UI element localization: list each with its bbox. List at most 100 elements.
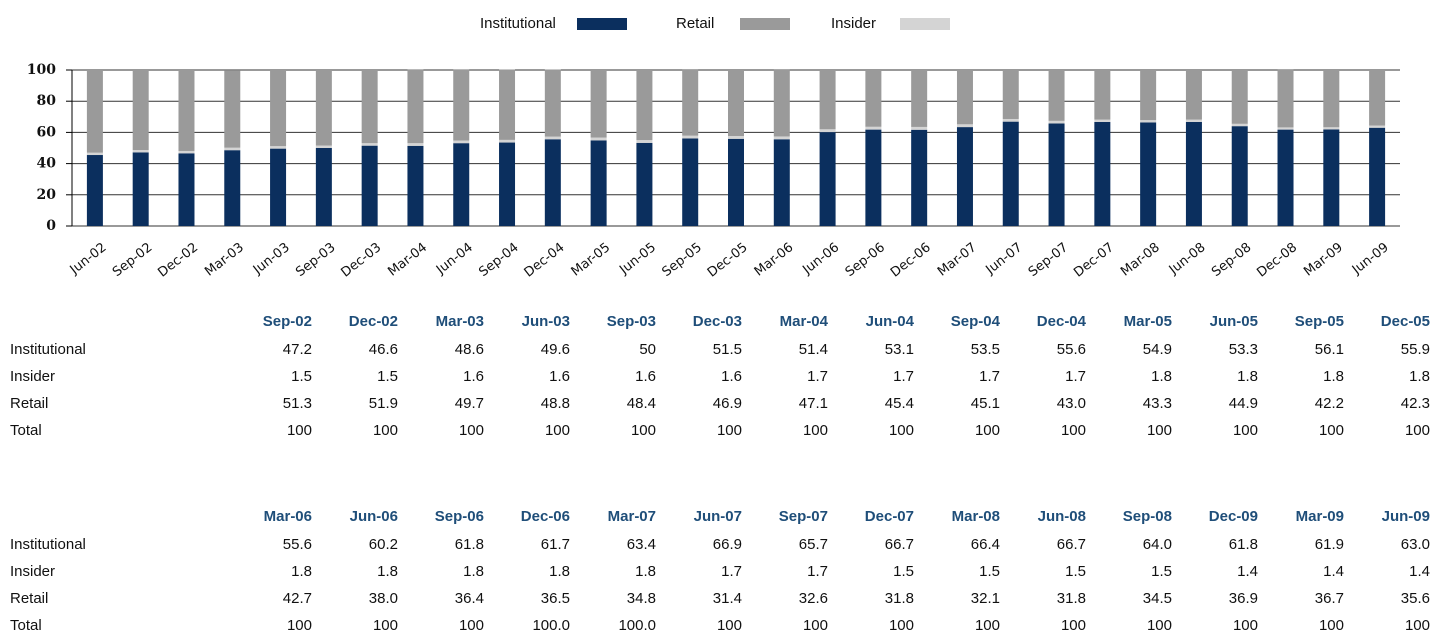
bar-segment [132, 70, 149, 151]
table-cell: 1.6 [549, 368, 570, 385]
column-header: Jun-03 [522, 313, 570, 330]
bar-segment [1369, 127, 1386, 226]
x-tick-label: Dec-03 [338, 240, 384, 280]
bar-segment [1323, 70, 1340, 128]
table-cell: 65.7 [799, 536, 828, 553]
row-label: Retail [10, 590, 48, 607]
table-cell: 1.8 [549, 563, 570, 580]
table-cell: 61.7 [541, 536, 570, 553]
x-tick-label: Sep-07 [1026, 240, 1071, 280]
bar-segment [544, 139, 561, 226]
bar-segment [1277, 69, 1294, 128]
legend-label: Insider [831, 15, 876, 32]
bar-segment [1231, 123, 1248, 127]
column-header: Dec-09 [1209, 508, 1258, 525]
table-cell: 66.7 [885, 536, 914, 553]
table-cell: 66.4 [971, 536, 1000, 553]
table-cell: 56.1 [1315, 341, 1344, 358]
table-cell: 1.7 [1065, 368, 1086, 385]
table-cell: 100 [1233, 617, 1258, 634]
bar-segment [1048, 70, 1065, 121]
column-header: Sep-07 [779, 508, 828, 525]
x-tick-label: Mar-04 [385, 240, 430, 279]
bar-segment [1094, 70, 1111, 120]
table-cell: 100 [889, 617, 914, 634]
column-header: Jun-06 [350, 508, 398, 525]
column-header: Dec-05 [1381, 313, 1430, 330]
table-cell: 36.7 [1315, 590, 1344, 607]
table-cell: 53.5 [971, 341, 1000, 358]
table-cell: 1.7 [721, 563, 742, 580]
x-tick-label: Sep-04 [476, 240, 521, 280]
bar-segment [1002, 70, 1019, 119]
row-label: Total [10, 617, 42, 634]
bar-segment [407, 143, 424, 146]
table-cell: 34.5 [1143, 590, 1172, 607]
table-cell: 100 [717, 422, 742, 439]
table-cell: 49.7 [455, 395, 484, 412]
bar-segment [1323, 127, 1340, 130]
bar-segment [682, 138, 699, 226]
column-header: Sep-06 [435, 508, 484, 525]
table-cell: 44.9 [1229, 395, 1258, 412]
bar-segment [315, 148, 332, 226]
column-header: Sep-05 [1295, 313, 1344, 330]
x-tick-label: Jun-07 [983, 240, 1026, 278]
bar-segment [956, 127, 973, 226]
bar-segment [682, 69, 699, 136]
table-cell: 42.7 [283, 590, 312, 607]
bar-segment [773, 136, 790, 140]
table-cell: 47.2 [283, 341, 312, 358]
table-cell: 48.6 [455, 341, 484, 358]
table-cell: 55.6 [283, 536, 312, 553]
bar-segment [1277, 127, 1294, 130]
x-tick-label: Sep-02 [110, 240, 155, 280]
bar-segment [1369, 125, 1386, 128]
table-cell: 1.4 [1323, 563, 1344, 580]
table-cell: 100 [545, 422, 570, 439]
table-cell: 1.7 [807, 563, 828, 580]
bar-segment [544, 136, 561, 140]
table-cell: 100 [717, 617, 742, 634]
bar-segment [773, 139, 790, 226]
bar-segment [1277, 129, 1294, 226]
table-cell: 100 [459, 422, 484, 439]
x-tick-label: Jun-04 [433, 240, 476, 278]
bar-segment [224, 150, 241, 226]
legend-swatch [577, 18, 627, 30]
table-cell: 36.5 [541, 590, 570, 607]
bar-segment [636, 142, 653, 226]
column-header: Mar-09 [1296, 508, 1344, 525]
table-cell: 1.5 [291, 368, 312, 385]
table-cell: 100 [803, 617, 828, 634]
bar-segment [499, 142, 516, 226]
table-cell: 1.4 [1409, 563, 1430, 580]
table-cell: 55.9 [1401, 341, 1430, 358]
x-tick-label: Mar-03 [202, 240, 247, 279]
legend-swatch [740, 18, 790, 30]
column-header: Dec-04 [1037, 313, 1087, 330]
bar-segment [361, 145, 378, 226]
row-label: Insider [10, 368, 55, 385]
column-header: Sep-08 [1123, 508, 1172, 525]
x-tick-label: Jun-08 [1166, 240, 1209, 278]
bar-segment [911, 129, 928, 226]
column-header: Jun-08 [1038, 508, 1086, 525]
bar-segment [1231, 70, 1248, 124]
table-cell: 49.6 [541, 341, 570, 358]
table-cell: 51.9 [369, 395, 398, 412]
table-cell: 55.6 [1057, 341, 1086, 358]
table-cell: 36.9 [1229, 590, 1258, 607]
y-tick-label: 40 [37, 156, 57, 172]
table-cell: 100 [1147, 617, 1172, 634]
y-tick-label: 20 [37, 187, 57, 203]
bar-segment [956, 124, 973, 128]
column-header: Jun-04 [866, 313, 915, 330]
table-cell: 100 [1405, 422, 1430, 439]
bar-segment [819, 132, 836, 226]
table-cell: 1.7 [893, 368, 914, 385]
table-cell: 1.7 [807, 368, 828, 385]
table-cell: 48.8 [541, 395, 570, 412]
bar-segment [1323, 129, 1340, 226]
x-tick-label: Mar-09 [1301, 240, 1346, 279]
